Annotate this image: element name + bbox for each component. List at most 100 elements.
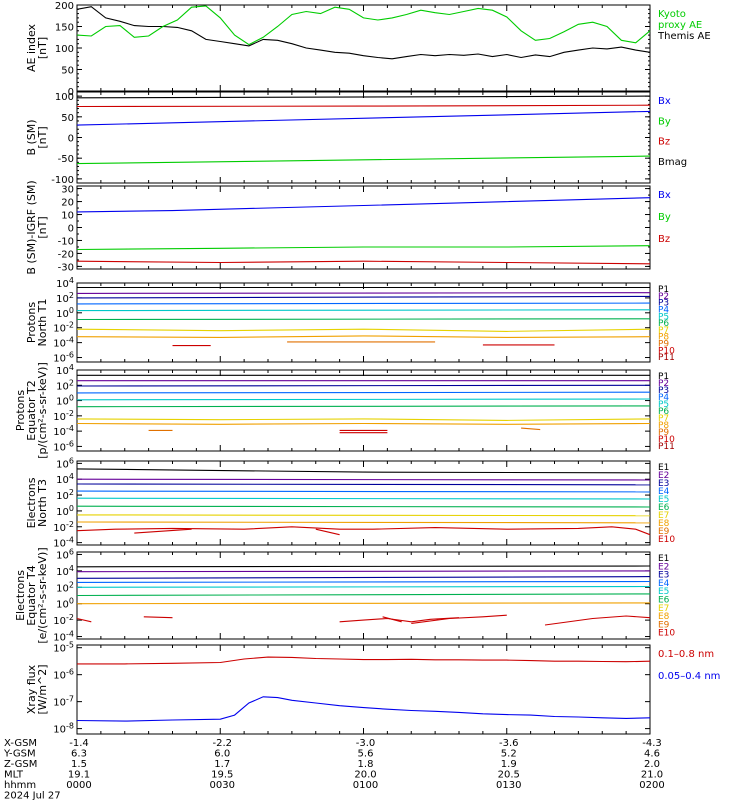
legend-entry: E8 — [658, 612, 670, 622]
legend-entry: E4 — [658, 487, 670, 497]
legend-entry: E7 — [658, 604, 669, 614]
y-tick-label: 50 — [61, 113, 74, 124]
series-line-p4 — [76, 391, 651, 394]
panel-frame — [76, 369, 651, 452]
y-tick-label: 0 — [68, 134, 74, 145]
series-line-e3 — [76, 576, 651, 579]
y-tick-label: 104 — [56, 564, 74, 578]
legend-entry: E3 — [658, 571, 669, 581]
series-line-e9 — [382, 616, 402, 623]
panel-bdiff: -30 -20 -100 10 20 30 B (SM)-IGRF (SM)[nT] Bx By… — [25, 180, 671, 274]
series-line-p3 — [76, 295, 651, 299]
y-tick-label: 10-7 — [53, 695, 74, 709]
footer-value: 2.0 — [644, 759, 660, 770]
y-tick-label: 100 — [56, 597, 74, 611]
legend-entry: 0.1–0.8 nm — [658, 649, 714, 660]
legend-entry: P5 — [658, 312, 669, 322]
y-tick-label: -20 — [58, 249, 74, 260]
y-tick-label: 20 — [61, 198, 74, 209]
legend-entry: By — [658, 212, 671, 223]
footer-value: -2.2 — [212, 738, 232, 749]
legend-entry: E1 — [658, 463, 669, 473]
legend-entry: P4 — [658, 305, 669, 315]
footer-value: 5.2 — [501, 749, 517, 760]
panel-bsm: -100 -50 0 50 100 B (SM)[nT] Bx By Bz Bmag — [25, 91, 687, 186]
footer-value: 4.6 — [644, 749, 660, 760]
legend-entry: E5 — [658, 495, 669, 505]
y-tick-label: 0 — [68, 224, 74, 235]
series-line-e9 — [143, 616, 173, 619]
y-tick-label: 10-5 — [53, 641, 74, 655]
series-line-e1 — [76, 468, 651, 474]
legend-entry: E8 — [658, 519, 670, 529]
legend-entry: E4 — [658, 579, 670, 589]
y-tick-label: 102 — [56, 488, 74, 502]
legend-entry: P6 — [658, 407, 669, 417]
panel-frame — [76, 282, 651, 363]
series-line-e2 — [76, 570, 651, 573]
legend-entry: P6 — [658, 319, 669, 329]
footer-value: -1.4 — [69, 738, 89, 749]
y-tick-label: 10-4 — [53, 336, 74, 350]
legend-entry: P7 — [658, 326, 669, 336]
legend-entry: P10 — [658, 435, 675, 445]
legend-entry: P9 — [658, 428, 669, 438]
y-axis-label: ElectronsEquator T4[e/(cm²-s-sr-keV)] — [14, 547, 49, 643]
series-line-e9 — [411, 614, 507, 624]
y-axis-label: AE index[nT] — [25, 23, 49, 72]
series-line-e3 — [76, 483, 651, 486]
panel-ae: 0 50 100 150 200 AE index[nT] Kyoto proxy AEThe… — [25, 1, 711, 98]
footer-value: 0200 — [639, 780, 664, 791]
footer-row-label: Y-GSM — [3, 749, 36, 760]
y-tick-label: 50 — [61, 66, 74, 77]
y-tick-label: 104 — [56, 363, 74, 377]
legend-entry: By — [658, 116, 671, 127]
legend-entry: Bz — [658, 137, 670, 148]
series-line-e4 — [76, 490, 651, 493]
legend-entry: E10 — [658, 629, 675, 639]
legend-entry: E2 — [658, 562, 669, 572]
legend-entry: 0.05–0.4 nm — [658, 671, 720, 682]
legend-entry: P9 — [658, 340, 669, 350]
legend-entry: E9 — [658, 620, 670, 630]
footer-value: 6.3 — [71, 749, 87, 760]
legend-entry: E7 — [658, 511, 669, 521]
footer-value: 0000 — [66, 780, 91, 791]
series-line-p6 — [76, 405, 651, 408]
legend-entry: E5 — [658, 587, 669, 597]
footer-value: 0030 — [210, 780, 235, 791]
y-tick-label: 150 — [55, 23, 74, 34]
y-tick-label: 102 — [56, 580, 74, 594]
panel-etel4: 106 104 102 100 10-2 10-4 ElectronsEquator T4[… — [14, 547, 675, 643]
footer-value: -3.6 — [499, 738, 519, 749]
series-line-bx — [76, 197, 651, 213]
legend-entry: P11 — [658, 442, 675, 452]
footer-row-label: 2024 Jul 27 — [4, 791, 61, 800]
panel-frame — [76, 185, 651, 270]
y-tick-label: -100 — [51, 175, 74, 186]
footer-row-label: MLT — [4, 770, 24, 781]
y-tick-label: -30 — [58, 262, 74, 273]
footer-value: 20.5 — [498, 770, 520, 781]
series-line-themis-ae — [76, 6, 651, 60]
footer-row-label: X-GSM — [4, 738, 37, 749]
legend-entry: P5 — [658, 400, 669, 410]
legend-entry: E6 — [658, 596, 670, 606]
legend-entry: P3 — [658, 386, 669, 396]
y-tick-label: 30 — [61, 185, 74, 196]
footer-value: -3.0 — [356, 738, 376, 749]
y-tick-label: 104 — [56, 472, 74, 486]
series-line-e9 — [76, 617, 92, 623]
series-line-0-1-0-8-nm — [77, 656, 651, 665]
series-line-p3 — [76, 384, 651, 387]
series-line-e8 — [76, 521, 651, 524]
series-line-by — [76, 155, 651, 165]
footer-value: 19.1 — [68, 770, 90, 781]
series-line-p5 — [76, 309, 651, 312]
y-tick-label: -50 — [58, 154, 74, 165]
footer-row-label: Z-GSM — [4, 759, 37, 770]
footer-value: 0130 — [496, 780, 521, 791]
y-tick-label: 106 — [56, 547, 74, 561]
